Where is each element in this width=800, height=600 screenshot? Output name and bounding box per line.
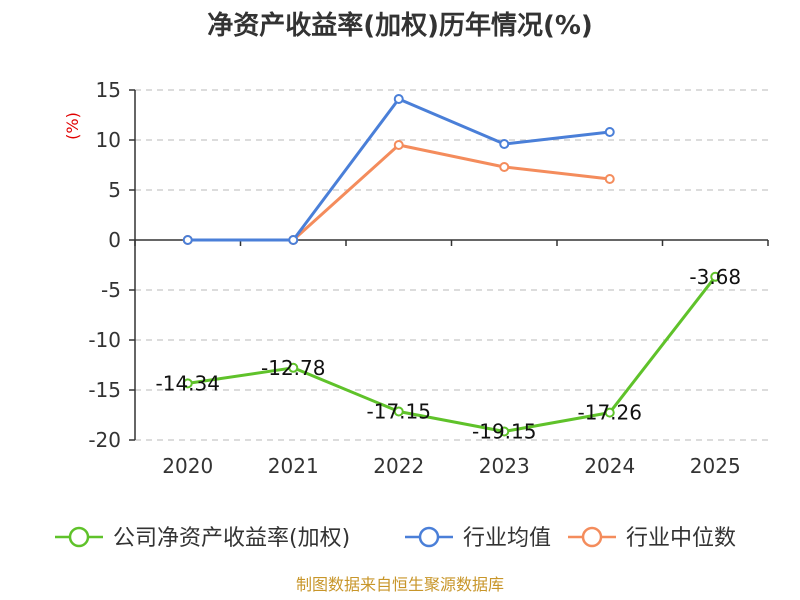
series-point-0: [499, 426, 510, 437]
y-axis-label: (%): [63, 112, 82, 140]
series-point-1: [288, 235, 299, 245]
series-point-1: [393, 94, 404, 104]
series-line-0: [187, 275, 717, 433]
legend-label: 公司净资产收益率(加权): [113, 526, 350, 551]
series-point-0: [288, 362, 299, 373]
x-tick-label: 2025: [690, 454, 741, 478]
legend-label: 行业中位数: [626, 526, 736, 551]
series-point-1: [182, 235, 193, 245]
x-tick-label: 2020: [162, 454, 213, 478]
y-tick-label: 5: [108, 178, 121, 202]
series-point-2: [604, 174, 615, 184]
data-label: -14.34: [156, 371, 220, 395]
legend-marker: [581, 526, 603, 548]
series-line-2: [187, 143, 610, 242]
x-tick-label: 2023: [479, 454, 530, 478]
data-label: -17.15: [367, 400, 431, 424]
series-point-1: [604, 127, 615, 137]
series-line-1: [187, 97, 610, 242]
series-point-0: [393, 406, 404, 417]
series-point-2: [499, 162, 510, 172]
y-tick-label: -15: [88, 378, 121, 402]
series-point-1: [499, 139, 510, 149]
y-tick-label: 10: [96, 128, 121, 152]
series-group: [182, 94, 721, 437]
y-tick-label: -20: [88, 428, 121, 452]
y-tick-label: -10: [88, 328, 121, 352]
legend: 公司净资产收益率(加权) 行业均值 行业中位数: [55, 526, 736, 551]
x-tick-label: 2024: [584, 454, 635, 478]
series-point-0: [710, 271, 721, 282]
data-label: -17.26: [578, 401, 642, 425]
series-point-0: [604, 407, 615, 418]
data-label: -12.78: [261, 356, 325, 380]
y-tick-label: 0: [108, 228, 121, 252]
x-tick-label: 2021: [268, 454, 319, 478]
y-tick-label: 15: [96, 78, 121, 102]
data-label: -3.68: [689, 265, 741, 289]
series-point-0: [182, 378, 193, 389]
series-point-2: [393, 140, 404, 150]
source-note: 制图数据来自恒生聚源数据库: [296, 575, 504, 594]
x-tick-label: 2022: [373, 454, 424, 478]
legend-marker: [68, 526, 90, 548]
chart-title: 净资产收益率(加权)历年情况(%): [207, 10, 593, 41]
legend-label: 行业均值: [463, 526, 551, 551]
grid-lines: [135, 89, 768, 441]
y-tick-label: -5: [101, 278, 121, 302]
legend-marker: [418, 526, 440, 548]
axes: 15 10 5 0 -5 -10 -15 -20 2020 2021 2022 2023 2024 202…: [88, 78, 769, 478]
data-label: -19.15: [472, 420, 536, 444]
data-labels: -14.34 -12.78 -17.15 -19.15 -17.26 -3.68: [156, 265, 742, 444]
